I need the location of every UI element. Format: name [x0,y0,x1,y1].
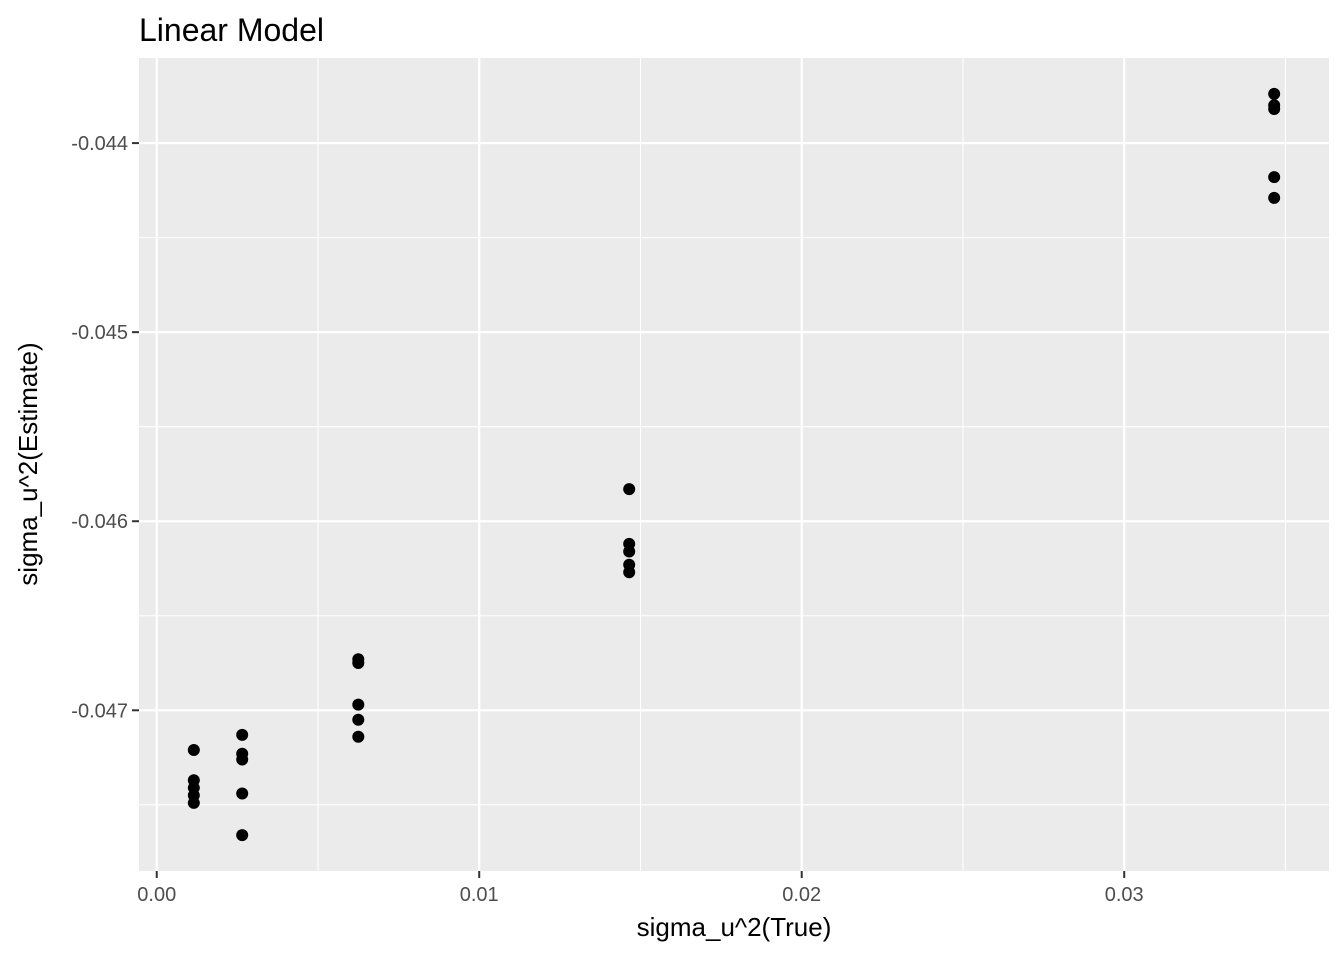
y-tick-label: -0.044 [71,133,128,155]
data-point [623,566,636,579]
x-tick-label: 0.01 [460,884,499,906]
data-point [236,753,249,766]
plot-panel [139,58,1329,871]
data-point [623,483,636,496]
y-tick-label: -0.047 [71,700,128,722]
x-tick-label: 0.02 [782,884,821,906]
data-points [187,87,1281,842]
data-point [623,545,636,558]
chart-title: Linear Model [139,12,324,48]
y-axis-title: sigma_u^2(Estimate) [13,342,43,585]
y-tick-label: -0.045 [71,322,128,344]
minor-gridlines [139,58,1329,871]
x-axis-title: sigma_u^2(True) [637,912,832,942]
data-point [1268,87,1281,100]
data-point [236,728,249,741]
data-point [352,713,365,726]
data-point [236,787,249,800]
data-point [236,829,249,842]
data-point [352,657,365,670]
data-point [1268,103,1281,116]
data-point [352,730,365,743]
major-gridlines [139,58,1329,871]
x-axis: 0.00 0.01 0.02 0.03 [137,871,1144,906]
x-tick-label: 0.00 [137,884,176,906]
x-tick-label: 0.03 [1105,884,1144,906]
data-point [1268,171,1281,184]
y-axis: -0.044 -0.045 -0.046 -0.047 [71,133,139,722]
y-tick-label: -0.046 [71,511,128,533]
data-point [187,743,200,756]
data-point [187,796,200,809]
data-point [352,698,365,711]
data-point [1268,191,1281,204]
